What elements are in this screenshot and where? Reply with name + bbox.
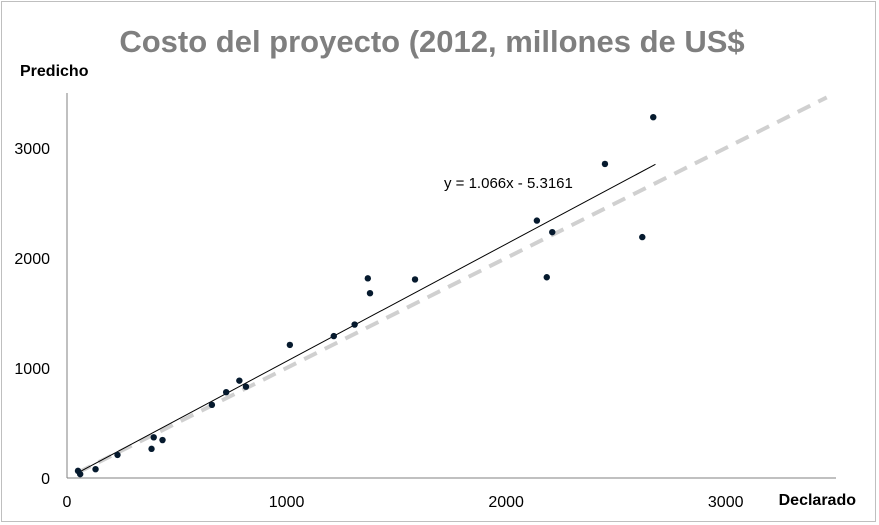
data-point — [114, 451, 121, 459]
data-point — [92, 466, 99, 473]
trendline — [77, 163, 656, 474]
data-point — [242, 383, 250, 390]
x-tick-label: 1000 — [269, 494, 305, 511]
data-point — [286, 341, 294, 349]
data-point — [76, 470, 84, 478]
data-point — [330, 332, 337, 340]
data-point — [639, 233, 646, 241]
x-tick-label: 0 — [63, 494, 72, 511]
reference-dashed-line — [77, 95, 828, 475]
data-points — [74, 114, 657, 478]
data-point — [159, 436, 166, 444]
data-point — [650, 114, 657, 121]
data-point — [533, 217, 541, 224]
y-tick-label: 0 — [41, 471, 50, 488]
data-point — [543, 274, 550, 281]
tick-labels: 0 1000 2000 3000 0 1000 2000 3000 — [14, 141, 743, 511]
data-point — [148, 445, 155, 453]
data-point — [208, 401, 216, 409]
data-point — [222, 389, 230, 396]
y-axis-title: Predicho — [20, 63, 89, 80]
reference-line-group — [77, 95, 828, 475]
trendline-group — [77, 163, 656, 474]
chart-title: Costo del proyecto (2012, millones de US… — [119, 24, 744, 59]
trendline-equation: y = 1.066x - 5.3161 — [444, 175, 573, 192]
x-tick-label: 2000 — [488, 494, 524, 511]
x-axis-title: Declarado — [779, 492, 857, 509]
data-point — [236, 377, 243, 384]
data-point — [366, 290, 374, 297]
y-tick-label: 2000 — [14, 251, 50, 268]
y-tick-label: 1000 — [14, 361, 50, 378]
data-point — [411, 276, 419, 283]
y-tick-label: 3000 — [14, 141, 50, 158]
data-point — [364, 275, 372, 282]
axes — [66, 93, 836, 479]
data-point — [601, 160, 609, 168]
x-tick-label: 3000 — [708, 494, 744, 511]
data-point — [150, 434, 157, 441]
data-point — [351, 321, 358, 328]
data-point — [549, 228, 556, 236]
